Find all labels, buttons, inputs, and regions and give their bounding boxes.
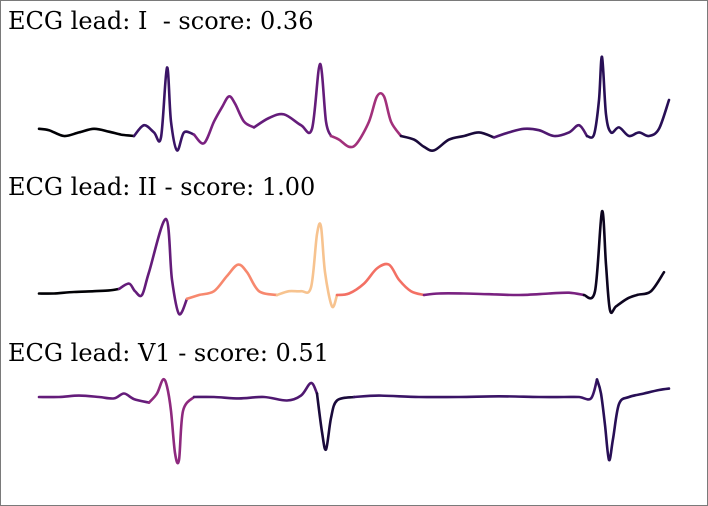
ecg-segment [147, 377, 196, 465]
ecg-segment [582, 210, 666, 315]
title-score-label: - score: [170, 339, 276, 367]
ecg-trace-lead-ii [37, 210, 666, 316]
ecg-segment [492, 123, 589, 139]
chart-title: ECG lead: II - score: 1.00 [8, 173, 315, 201]
ecg-segment [37, 287, 121, 295]
title-score-value: 1.00 [261, 173, 316, 201]
ecg-trace-lead-i [37, 55, 671, 152]
ecg-trace-lead-v1 [37, 377, 671, 465]
ecg-segment [132, 66, 196, 152]
title-prefix: ECG lead: [8, 339, 138, 367]
ecg-segment [185, 263, 279, 301]
title-lead: II [137, 173, 157, 201]
title-score-value: 0.51 [275, 339, 329, 367]
ecg-segment [192, 95, 256, 145]
ecg-segment [37, 127, 136, 138]
title-score-label: - score: [156, 173, 262, 201]
chart-title: ECG lead: I - score: 0.36 [8, 7, 313, 35]
ecg-panel-lead-v1: ECG lead: V1 - score: 0.51 [1, 335, 707, 505]
ecg-segment [422, 291, 586, 297]
ecg-segment [252, 62, 333, 138]
ecg-segment [595, 378, 671, 462]
title-lead: I [137, 7, 156, 35]
title-lead: V1 [137, 339, 171, 367]
title-prefix: ECG lead: [8, 7, 138, 35]
ecg-segment [315, 392, 356, 452]
ecg-segment [399, 131, 496, 152]
ecg-segment [585, 55, 671, 139]
chart-title: ECG lead: V1 - score: 0.51 [8, 339, 329, 367]
ecg-segment [352, 378, 599, 401]
ecg-segment [335, 262, 426, 297]
title-prefix: ECG lead: [8, 173, 138, 201]
ecg-segment [192, 381, 319, 402]
ecg-segment [329, 91, 403, 149]
title-score-label: - score: [155, 7, 261, 35]
ecg-segment [37, 392, 151, 404]
title-score-value: 0.36 [260, 7, 314, 35]
ecg-segment [275, 222, 339, 309]
ecg-segment [117, 217, 189, 316]
ecg-panel-lead-ii: ECG lead: II - score: 1.00 [1, 167, 707, 335]
ecg-panel-lead-i: ECG lead: I - score: 0.36 [1, 1, 707, 167]
